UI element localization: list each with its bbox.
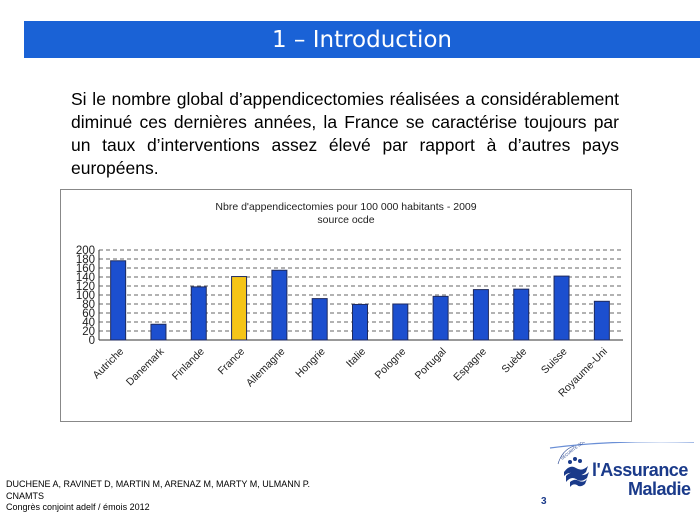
bar-chart: Nbre d'appendicectomies pour 100 000 hab… <box>76 201 623 400</box>
footer: DUCHENE A, RAVINET D, MARTIN M, ARENAZ M… <box>6 479 310 514</box>
x-tick-label: Portugal <box>413 346 449 382</box>
x-tick-label: France <box>216 346 248 378</box>
x-tick-label: Danemark <box>124 345 167 388</box>
bar <box>190 286 207 341</box>
page-number: 3 <box>541 496 547 507</box>
y-tick-label: 140 <box>76 272 95 284</box>
y-tick-label: 160 <box>76 263 95 275</box>
bar <box>513 288 530 341</box>
y-tick-label: 120 <box>76 281 95 293</box>
bar <box>593 300 610 341</box>
y-tick-label: 180 <box>76 254 95 266</box>
bar <box>110 260 127 341</box>
bar <box>553 275 570 341</box>
x-tick-label: Hongrie <box>293 346 328 381</box>
bar <box>231 276 248 341</box>
x-tick-label: Pologne <box>373 346 409 382</box>
footer-org: CNAMTS <box>6 490 44 501</box>
bar <box>150 323 167 341</box>
chart-subtitle: source ocde <box>317 214 374 226</box>
chart-title: Nbre d'appendicectomies pour 100 000 hab… <box>215 201 476 213</box>
footer-authors: DUCHENE A, RAVINET D, MARTIN M, ARENAZ M… <box>6 479 311 489</box>
x-tick-label: Allemagne <box>244 346 288 390</box>
y-tick-label: 200 <box>76 245 95 257</box>
bar <box>352 303 368 341</box>
y-tick-label: 40 <box>82 317 95 329</box>
y-tick-label: 20 <box>82 326 95 338</box>
intro-paragraph: Si le nombre global d’appendicectomies r… <box>71 89 619 178</box>
x-tick-label: Autriche <box>91 346 127 382</box>
logo-text-line1: l'Assurance <box>592 460 688 480</box>
bar <box>271 269 288 341</box>
y-tick-label: 60 <box>82 308 95 320</box>
assurance-maladie-logo: SÉCURITÉ SOCIALE l'Assurance Maladie <box>549 442 694 499</box>
x-tick-label: Suède <box>499 346 529 376</box>
bar <box>311 298 328 341</box>
slide-title: 1 – Introduction <box>271 26 453 53</box>
y-tick-label: 100 <box>76 290 95 302</box>
x-tick-label: Espagne <box>451 346 489 384</box>
bar <box>432 295 449 341</box>
chart-frame: Nbre d'appendicectomies pour 100 000 hab… <box>60 189 632 422</box>
bar <box>392 303 409 341</box>
y-tick-label: 80 <box>82 299 95 311</box>
bar <box>472 289 489 341</box>
x-tick-label: Finlande <box>170 346 207 383</box>
logo-text-line2: Maladie <box>628 479 691 499</box>
x-tick-label: Suisse <box>539 346 570 377</box>
y-tick-label: 0 <box>89 335 95 347</box>
footer-event: Congrès conjoint adelf / émois 2012 <box>6 502 150 512</box>
slide-title-bar: 1 – Introduction <box>24 21 700 58</box>
x-tick-label: Italie <box>344 346 368 370</box>
